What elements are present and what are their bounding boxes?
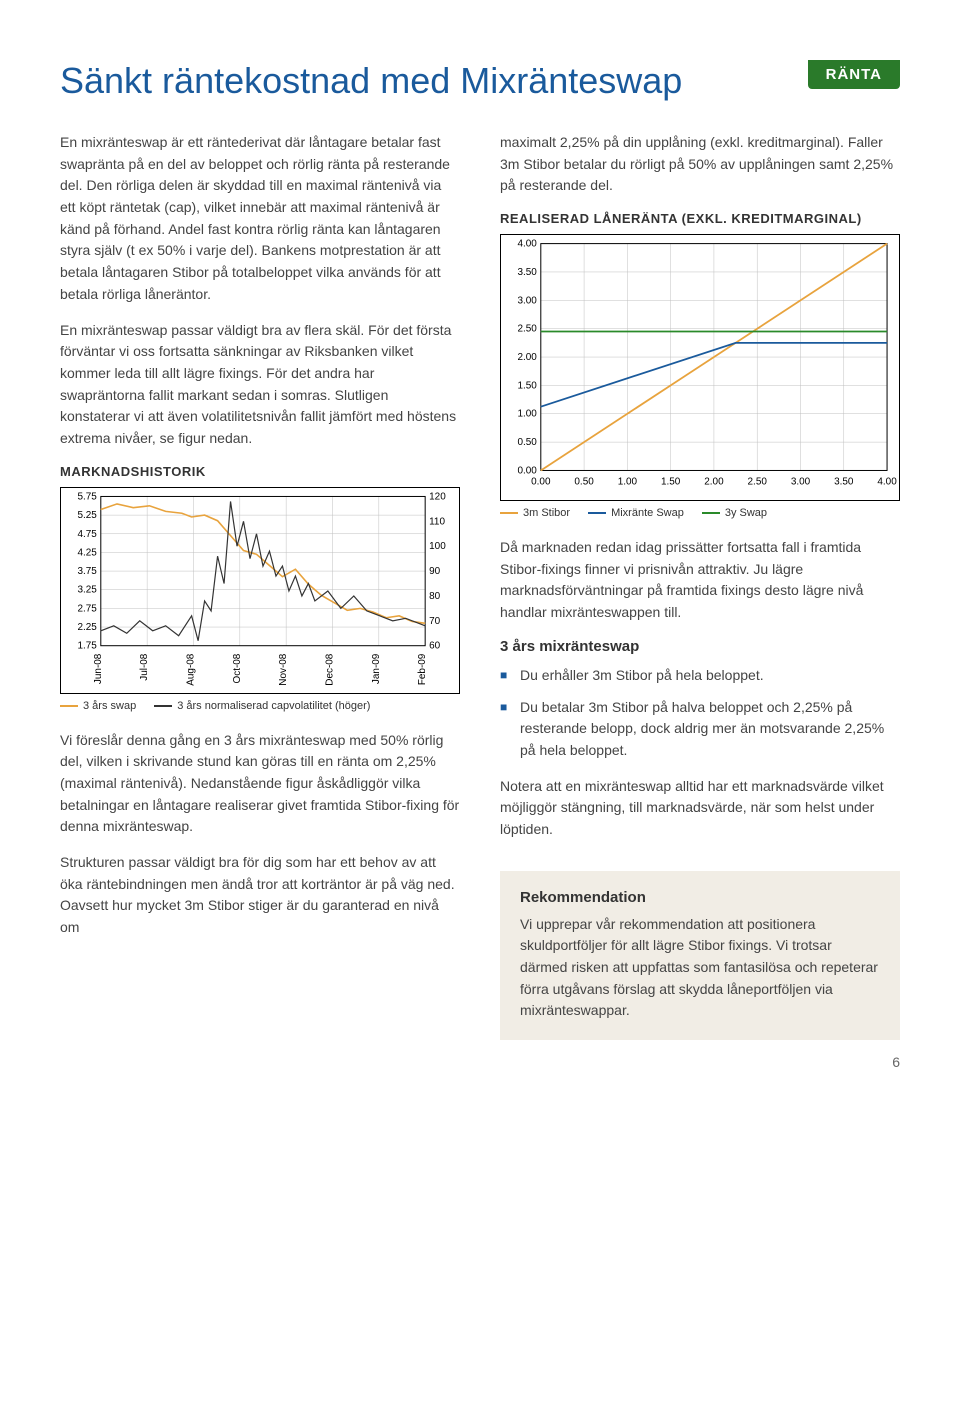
body-paragraph: Då marknaden redan idag prissätter forts… — [500, 537, 900, 624]
body-paragraph: maximalt 2,25% på din upplåning (exkl. k… — [500, 132, 900, 197]
svg-text:4.75: 4.75 — [77, 528, 97, 539]
svg-text:110: 110 — [429, 516, 445, 527]
svg-text:0.00: 0.00 — [531, 476, 551, 487]
legend-item: 3y Swap — [702, 507, 767, 519]
svg-text:Jun-08: Jun-08 — [93, 653, 104, 684]
chart2: 0.00 0.50 1.00 1.50 2.00 2.50 3.00 3.50 4.00 0.00… — [500, 234, 900, 501]
legend-item: 3 års swap — [60, 700, 136, 712]
bullet-list: Du erhåller 3m Stibor på hela beloppet. … — [500, 665, 900, 762]
page-title: Sänkt räntekostnad med Mixränteswap — [60, 60, 900, 102]
svg-text:0.00: 0.00 — [517, 466, 537, 477]
svg-text:1.50: 1.50 — [517, 380, 537, 391]
chart2-title: REALISERAD LÅNERÄNTA (EXKL. KREDITMARGIN… — [500, 211, 900, 226]
svg-text:3.00: 3.00 — [517, 295, 537, 306]
svg-text:2.00: 2.00 — [704, 476, 724, 487]
bullet-item: Du erhåller 3m Stibor på hela beloppet. — [500, 665, 900, 687]
svg-text:Feb-09: Feb-09 — [417, 653, 428, 685]
legend-item: Mixränte Swap — [588, 507, 684, 519]
two-column-layout: En mixränteswap är ett räntederivat där … — [60, 132, 900, 1040]
chart1-title: MARKNADSHISTORIK — [60, 464, 460, 479]
page-number: 6 — [892, 1054, 900, 1070]
legend-item: 3m Stibor — [500, 507, 570, 519]
svg-text:1.00: 1.00 — [618, 476, 638, 487]
svg-text:4.00: 4.00 — [877, 476, 897, 487]
svg-text:100: 100 — [429, 541, 446, 552]
svg-text:2.50: 2.50 — [748, 476, 768, 487]
svg-text:3.50: 3.50 — [834, 476, 854, 487]
svg-text:3.00: 3.00 — [791, 476, 811, 487]
svg-text:70: 70 — [429, 615, 441, 626]
svg-text:Jan-09: Jan-09 — [371, 653, 382, 684]
svg-text:120: 120 — [429, 491, 446, 502]
svg-text:0.50: 0.50 — [574, 476, 594, 487]
svg-text:2.00: 2.00 — [517, 352, 537, 363]
svg-text:0.50: 0.50 — [517, 437, 537, 448]
body-paragraph: En mixränteswap är ett räntederivat där … — [60, 132, 460, 306]
svg-text:2.25: 2.25 — [77, 622, 97, 633]
body-paragraph: En mixränteswap passar väldigt bra av fl… — [60, 320, 460, 450]
svg-text:Dec-08: Dec-08 — [324, 653, 335, 686]
svg-text:3.25: 3.25 — [77, 584, 97, 595]
legend-item: 3 års normaliserad capvolatilitet (höger… — [154, 700, 370, 712]
svg-text:Nov-08: Nov-08 — [278, 653, 289, 686]
svg-text:3.50: 3.50 — [517, 267, 537, 278]
right-column: maximalt 2,25% på din upplåning (exkl. k… — [500, 132, 900, 1040]
subheading: 3 års mixränteswap — [500, 638, 900, 655]
svg-text:Oct-08: Oct-08 — [232, 653, 243, 683]
svg-text:Jul-08: Jul-08 — [139, 653, 150, 681]
body-paragraph: Strukturen passar väldigt bra för dig so… — [60, 852, 460, 939]
recommendation-body: Vi upprepar vår rekommendation att posit… — [520, 914, 880, 1022]
chart2-legend: 3m Stibor Mixränte Swap 3y Swap — [500, 507, 900, 519]
svg-text:4.25: 4.25 — [77, 547, 97, 558]
svg-text:4.00: 4.00 — [517, 239, 537, 250]
svg-text:5.25: 5.25 — [77, 510, 97, 521]
svg-text:1.75: 1.75 — [77, 640, 97, 651]
svg-text:Aug-08: Aug-08 — [185, 653, 196, 686]
body-paragraph: Notera att en mixränteswap alltid har et… — [500, 776, 900, 841]
chart1-legend: 3 års swap 3 års normaliserad capvolatili… — [60, 700, 460, 712]
svg-text:5.75: 5.75 — [77, 491, 97, 502]
recommendation-title: Rekommendation — [520, 889, 880, 906]
svg-text:2.50: 2.50 — [517, 324, 537, 335]
svg-text:80: 80 — [429, 591, 441, 602]
svg-text:60: 60 — [429, 640, 441, 651]
svg-text:2.75: 2.75 — [77, 603, 97, 614]
chart1: 5.75 5.25 4.75 4.25 3.75 3.25 2.75 2.25 1.75 120 1… — [60, 487, 460, 694]
bullet-item: Du betalar 3m Stibor på halva beloppet o… — [500, 697, 900, 762]
recommendation-box: Rekommendation Vi upprepar vår rekommend… — [500, 871, 900, 1040]
body-paragraph: Vi föreslår denna gång en 3 års mixränte… — [60, 730, 460, 838]
svg-text:90: 90 — [429, 566, 441, 577]
svg-text:3.75: 3.75 — [77, 566, 97, 577]
svg-text:1.50: 1.50 — [661, 476, 681, 487]
category-tag: RÄNTA — [808, 60, 900, 89]
svg-text:1.00: 1.00 — [517, 409, 537, 420]
left-column: En mixränteswap är ett räntederivat där … — [60, 132, 460, 1040]
